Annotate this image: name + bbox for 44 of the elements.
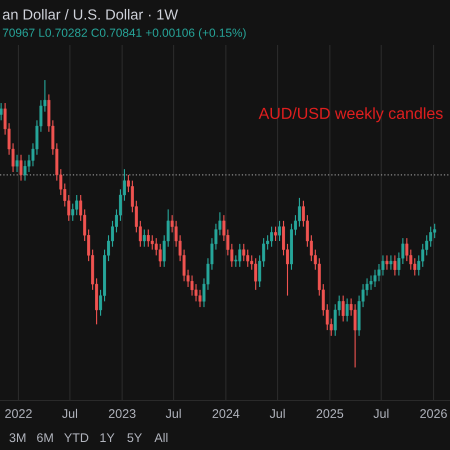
text: 5Y xyxy=(127,433,142,442)
candlestick xyxy=(393,254,396,276)
candlestick xyxy=(24,160,26,182)
candlestick xyxy=(16,154,19,173)
candlestick xyxy=(274,226,278,242)
candlestick xyxy=(385,254,388,270)
candlestick xyxy=(342,295,345,322)
text: All xyxy=(154,432,168,442)
candlestick xyxy=(354,304,357,368)
candlestick xyxy=(377,263,380,282)
text: YTD xyxy=(64,433,88,442)
candlestick xyxy=(198,289,202,308)
candlestick xyxy=(370,274,373,290)
x-tick-label: 2026 xyxy=(420,409,447,418)
chart-title: an Dollar / U.S. Dollar · 1W xyxy=(2,8,178,20)
candlestick xyxy=(0,102,3,121)
candlestick xyxy=(381,254,384,276)
candlestick xyxy=(298,197,301,228)
candlestick xyxy=(433,223,436,239)
candlestick xyxy=(190,274,194,296)
candlestick xyxy=(194,284,198,302)
x-tick-label: Jul xyxy=(166,408,181,418)
candlestick xyxy=(389,254,392,270)
candlestick xyxy=(374,269,376,288)
candlestick xyxy=(346,298,349,322)
x-tick-label: 2024 xyxy=(212,409,240,418)
text: 1Y xyxy=(100,433,114,442)
candlestick xyxy=(20,154,23,182)
chart-subtitle: 70967 L0.70282 C0.70841 +0.00106 (+0.15%) xyxy=(2,28,246,40)
candlestick xyxy=(278,220,282,242)
x-tick-label: 2022 xyxy=(5,409,32,418)
x-tick-label: 2025 xyxy=(316,409,344,418)
x-tick-label: Jul xyxy=(373,408,388,418)
text: 3M xyxy=(9,433,26,442)
candlestick xyxy=(270,226,274,248)
annotation: AUD/USD weekly candles xyxy=(258,107,443,122)
candlestick xyxy=(238,243,242,268)
candlestick xyxy=(142,228,146,248)
x-tick-label: Jul xyxy=(62,408,78,418)
candlestick xyxy=(146,228,150,248)
x-tick-label: Jul xyxy=(270,408,285,418)
text: 6M xyxy=(37,433,53,442)
candlestick xyxy=(254,258,258,290)
x-tick-label: 2023 xyxy=(108,409,136,418)
